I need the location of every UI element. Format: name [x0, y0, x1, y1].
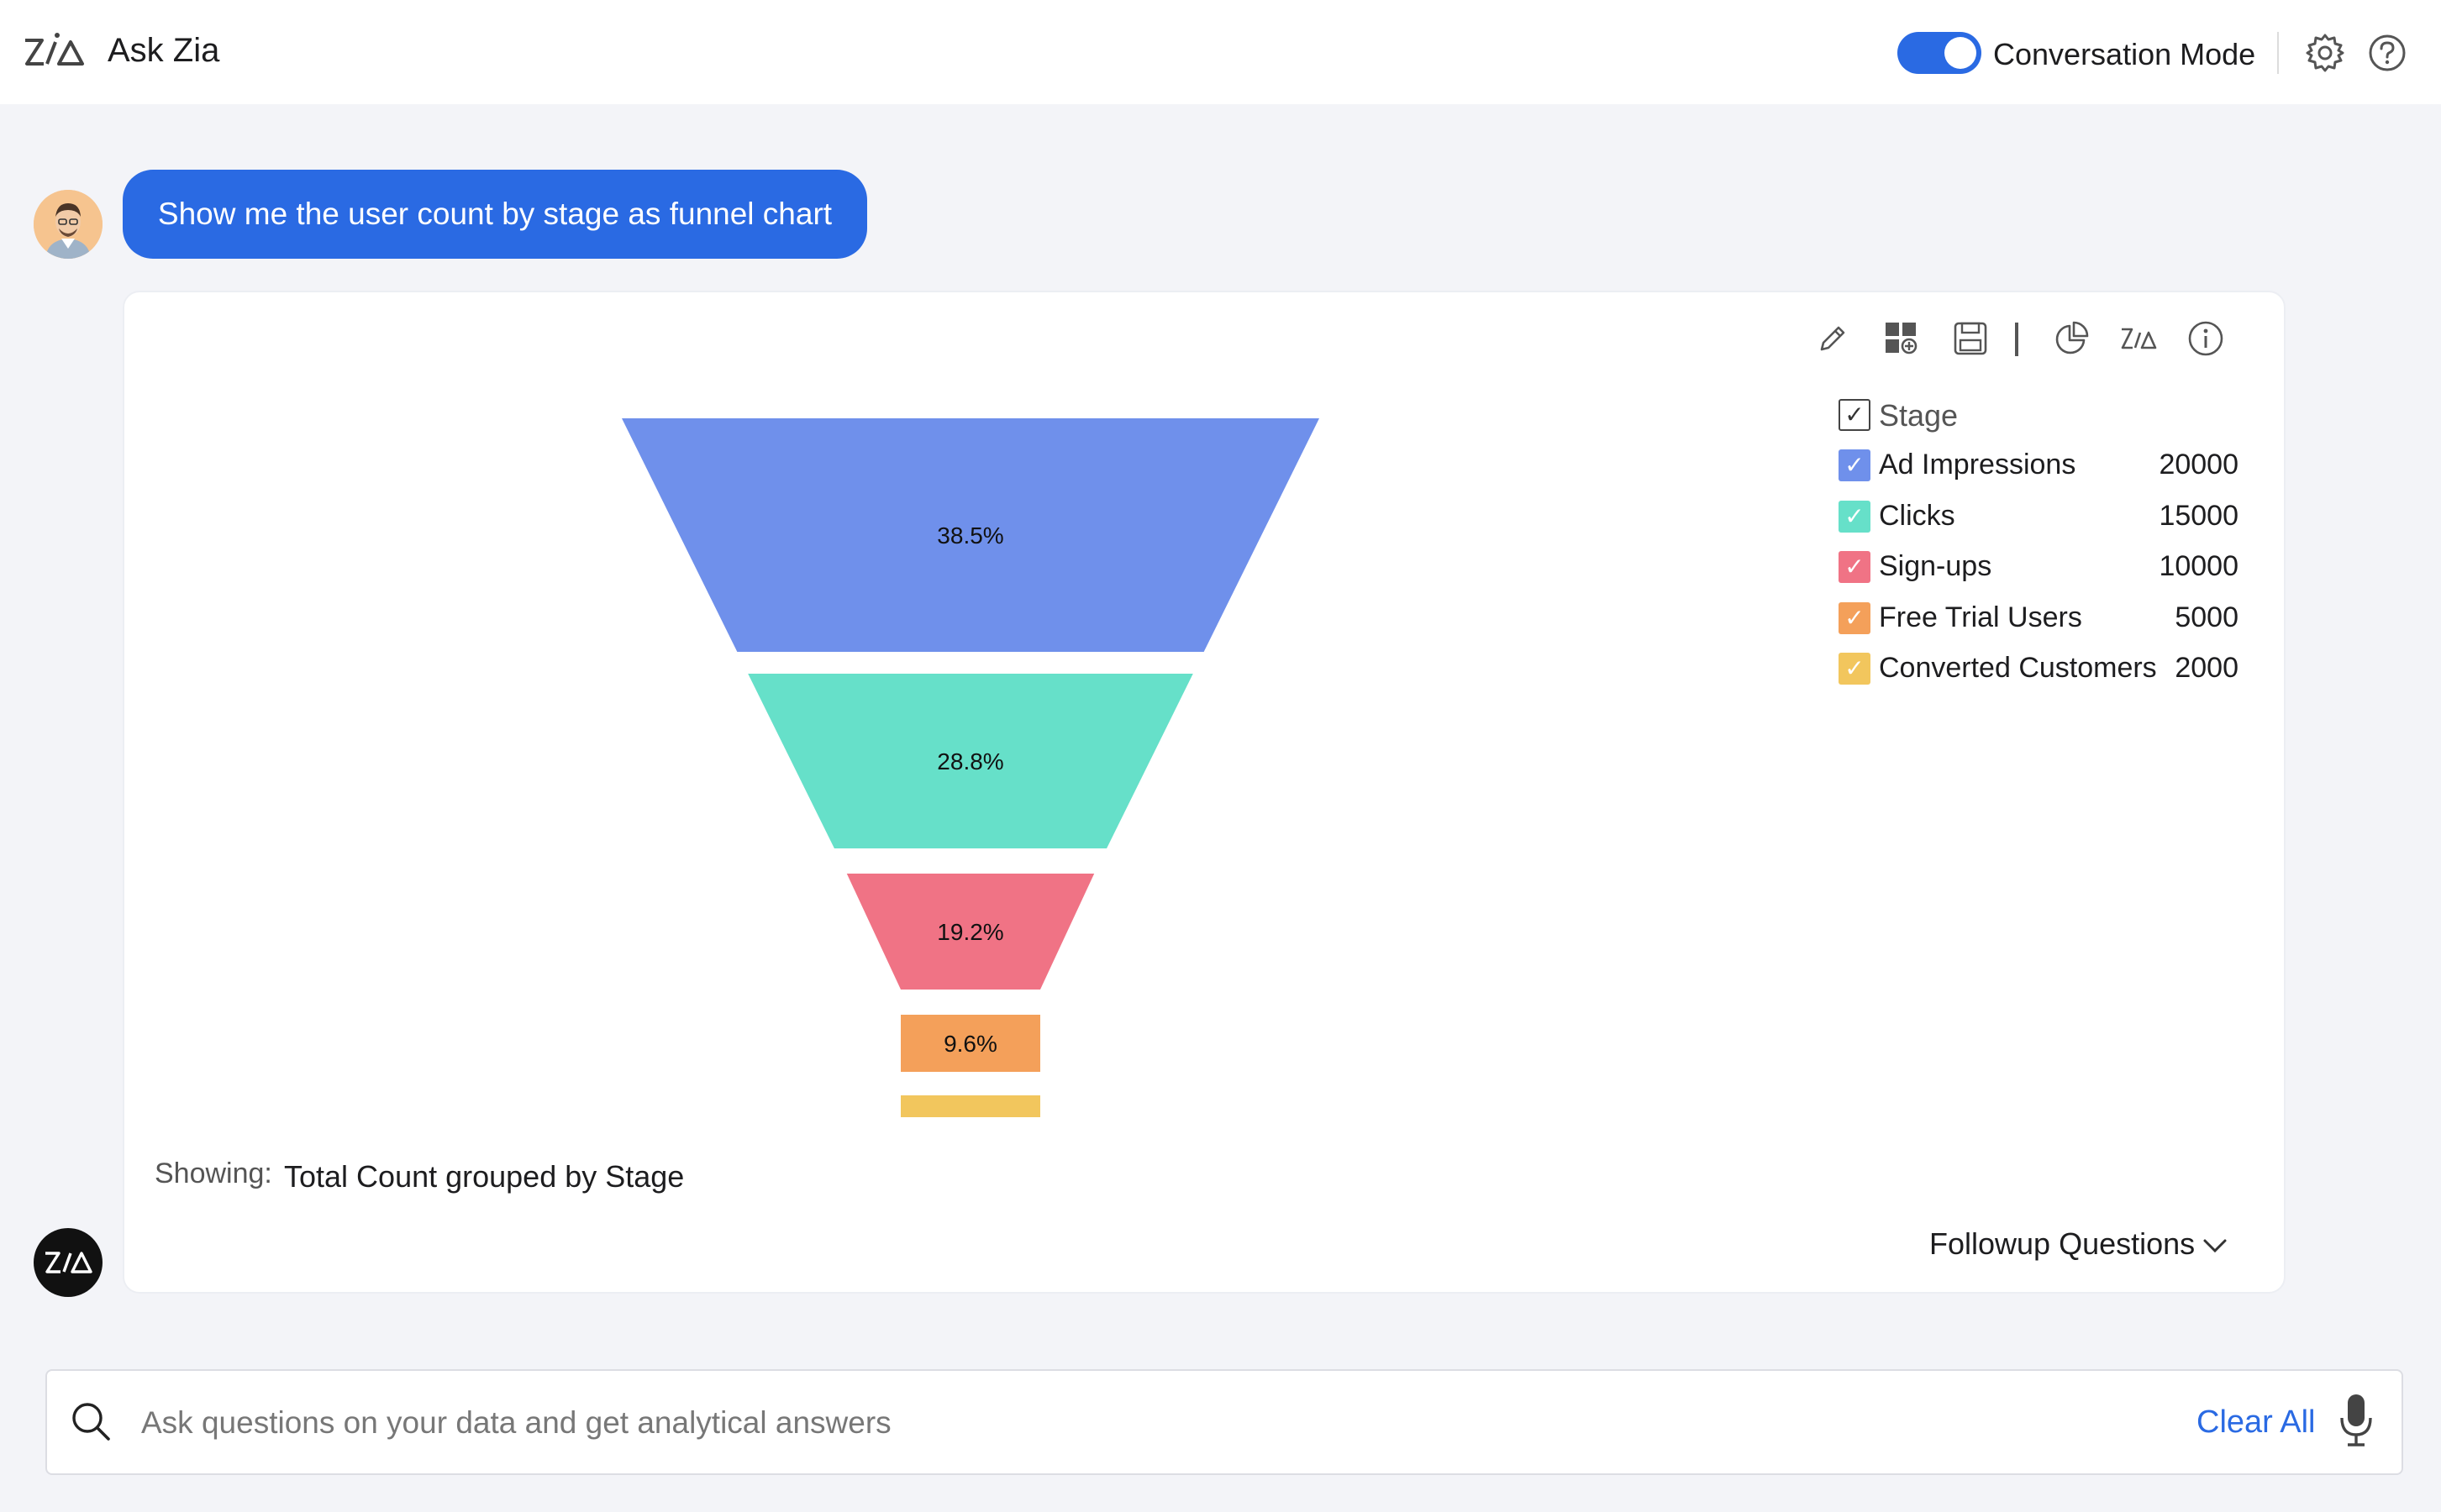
- save-icon[interactable]: [1951, 319, 1990, 358]
- conversation-mode-label: Conversation Mode: [1993, 37, 2256, 71]
- zia-logo-icon: [45, 1252, 92, 1273]
- user-message-bubble: Show me the user count by stage as funne…: [123, 170, 867, 259]
- legend-label: Clicks: [1879, 499, 1955, 532]
- legend-header: ✓ Stage: [1839, 395, 2250, 437]
- legend-value: 5000: [2175, 601, 2238, 633]
- chart-type-icon[interactable]: [2052, 319, 2091, 358]
- legend-value: 15000: [2159, 499, 2238, 532]
- legend-item[interactable]: ✓ Sign-ups 10000: [1839, 547, 2250, 589]
- funnel-segment-converted-customers[interactable]: [901, 1095, 1040, 1117]
- legend-title: Stage: [1879, 398, 1959, 433]
- legend-checkbox[interactable]: ✓: [1839, 601, 1870, 634]
- funnel-segment-clicks[interactable]: [748, 674, 1193, 848]
- zia-logo-icon: [25, 33, 84, 66]
- legend-label: Ad Impressions: [1879, 449, 2076, 480]
- info-icon[interactable]: [2186, 319, 2225, 358]
- chart-toolbar: [1813, 319, 2230, 358]
- legend-checkbox[interactable]: ✓: [1839, 551, 1870, 583]
- legend-label: Free Trial Users: [1879, 601, 2082, 633]
- add-to-dashboard-icon[interactable]: [1882, 319, 1921, 358]
- showing-label: Showing:: [155, 1158, 272, 1189]
- chevron-down-icon[interactable]: [2198, 1233, 2232, 1258]
- legend-checkbox[interactable]: ✓: [1839, 449, 1870, 481]
- followup-questions-button[interactable]: Followup Questions: [1929, 1226, 2196, 1261]
- legend-item[interactable]: ✓ Converted Customers 2000: [1839, 648, 2250, 690]
- legend-checkbox[interactable]: ✓: [1839, 653, 1870, 685]
- legend-item[interactable]: ✓ Ad Impressions 20000: [1839, 445, 2250, 487]
- user-avatar: [34, 190, 103, 259]
- toggle-knob: [1944, 37, 1976, 69]
- clear-all-button[interactable]: Clear All: [2196, 1404, 2316, 1440]
- showing-value: Total Count grouped by Stage: [284, 1159, 685, 1194]
- legend-label: Converted Customers: [1879, 652, 2157, 684]
- legend-checkbox[interactable]: ✓: [1839, 500, 1870, 533]
- legend-value: 2000: [2175, 652, 2238, 684]
- microphone-icon[interactable]: [2338, 1393, 2375, 1448]
- funnel-chart: 38.5% 28.8% 19.2% 9.6%: [622, 418, 1319, 1117]
- help-icon[interactable]: [2368, 34, 2407, 72]
- funnel-segment-free-trial-users[interactable]: [901, 1015, 1040, 1072]
- funnel-data-label: 28.8%: [937, 748, 1003, 774]
- funnel-segment-ad-impressions[interactable]: [622, 418, 1319, 652]
- legend-label: Sign-ups: [1879, 550, 1992, 582]
- funnel-data-label: 19.2%: [937, 919, 1003, 945]
- legend-value: 10000: [2159, 550, 2238, 582]
- conversation-mode-toggle[interactable]: [1897, 32, 1981, 74]
- funnel-segment-sign-ups[interactable]: [846, 874, 1095, 990]
- legend-select-all-checkbox[interactable]: ✓: [1839, 399, 1870, 431]
- search-icon: [72, 1403, 110, 1441]
- legend-item[interactable]: ✓ Free Trial Users 5000: [1839, 598, 2250, 640]
- funnel-data-label: 9.6%: [944, 1031, 997, 1057]
- legend-value: 20000: [2159, 449, 2238, 480]
- legend-item[interactable]: ✓ Clicks 15000: [1839, 496, 2250, 538]
- search-input[interactable]: [139, 1394, 2160, 1452]
- funnel-data-label: 38.5%: [937, 522, 1003, 549]
- zia-avatar: [34, 1228, 103, 1297]
- app-title: Ask Zia: [108, 32, 220, 69]
- gear-icon[interactable]: [2304, 32, 2346, 74]
- header-divider: [2277, 32, 2279, 74]
- toolbar-divider: [2015, 323, 2018, 356]
- top-bar: Ask Zia Conversation Mode: [0, 0, 2441, 104]
- pencil-icon[interactable]: [1813, 319, 1852, 358]
- zia-icon[interactable]: [2119, 319, 2158, 358]
